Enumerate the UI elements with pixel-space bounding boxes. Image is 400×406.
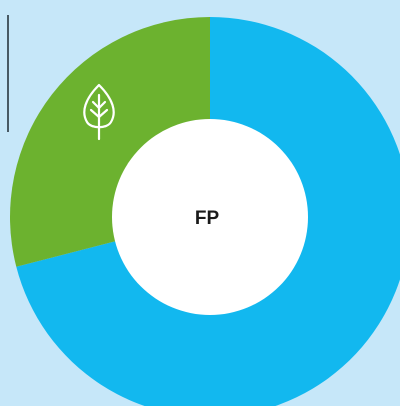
donut-hole — [112, 119, 308, 315]
leaf-icon — [83, 83, 115, 141]
slice — [16, 17, 400, 406]
center-label: FP — [195, 208, 220, 229]
